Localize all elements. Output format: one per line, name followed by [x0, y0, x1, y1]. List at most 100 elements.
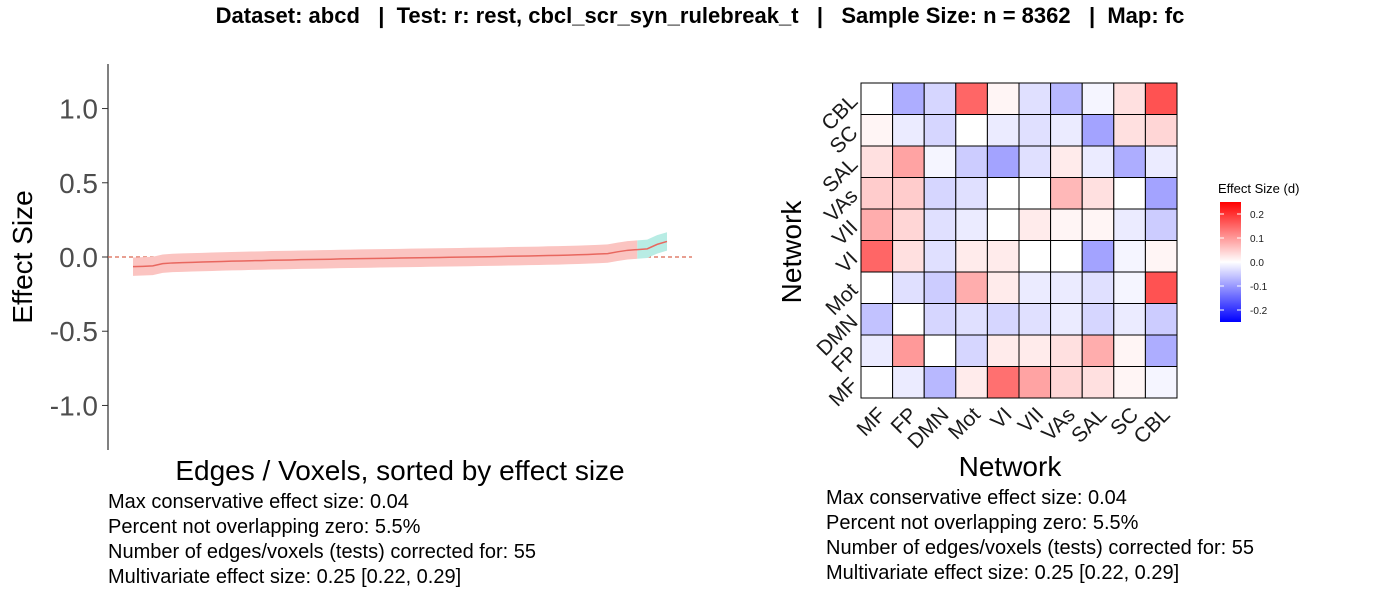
heatmap-cell — [986, 303, 1020, 336]
heatmap-cell — [1050, 366, 1083, 399]
heatmap-cell — [860, 366, 894, 399]
heatmap-cell — [1144, 114, 1178, 147]
heatmap-cell — [1050, 334, 1083, 367]
heatmap-cell — [860, 114, 894, 147]
heatmap-cell — [1081, 366, 1115, 399]
heatmap-cell — [923, 208, 957, 241]
heatmap-cell — [955, 303, 988, 336]
heatmap-cell — [923, 334, 957, 367]
heatmap-cell — [892, 82, 925, 115]
heatmap-cell — [1113, 366, 1146, 399]
heatmap-cell — [955, 145, 988, 178]
heatmap-cell — [986, 82, 1020, 115]
heatmap-cell — [860, 145, 894, 178]
heatmap-y-tick-label: Mot — [821, 279, 862, 320]
heatmap-cell — [1081, 82, 1115, 115]
page-title: Dataset: abcd | Test: r: rest, cbcl_scr_… — [215, 3, 1185, 28]
heatmap-cell — [955, 82, 988, 115]
heatmap-cell — [955, 114, 988, 147]
heatmap-cell — [1113, 114, 1146, 147]
heatmap-cell — [892, 366, 925, 399]
heatmap-cell — [1018, 271, 1052, 304]
y-axis-label: Effect Size — [7, 190, 38, 323]
y-tick-label: 0.0 — [59, 242, 98, 273]
heatmap-x-tick-label: MF — [853, 403, 891, 441]
heatmap-cell — [860, 177, 894, 210]
heatmap-y-tick-label: MF — [825, 373, 863, 411]
heatmap-cell — [860, 303, 894, 336]
heatmap-cell — [892, 145, 925, 178]
heatmap-cell — [1050, 271, 1083, 304]
heatmap-x-tick-label: Mot — [944, 403, 985, 444]
heatmap-cell — [1018, 240, 1052, 273]
heatmap-cell — [955, 240, 988, 273]
heatmap-cell — [923, 145, 957, 178]
heatmap-cell — [860, 334, 894, 367]
heatmap-cell — [923, 177, 957, 210]
heatmap-x-axis-label: Network — [959, 451, 1063, 482]
heatmap-cell — [1018, 114, 1052, 147]
heatmap-cell — [892, 303, 925, 336]
effect-size-line-chart: 1.0 0.5 0.0 -0.5 -1.0 Edges / Voxels, sorted… — [7, 64, 692, 486]
legend-tick-label: -0.1 — [1250, 282, 1268, 293]
heatmap-cell — [1113, 240, 1146, 273]
heatmap-y-tick-label: VAs — [820, 184, 862, 226]
y-axis-ticks: 1.0 0.5 0.0 -0.5 -1.0 — [50, 94, 108, 421]
heatmap-y-tick-label: CBL — [817, 90, 862, 135]
heatmap-cell — [955, 271, 988, 304]
heatmap-cell — [860, 240, 894, 273]
right-stat-multivariate: Multivariate effect size: 0.25 [0.22, 0.… — [826, 562, 1180, 584]
legend-colorbar — [1220, 202, 1241, 322]
heatmap-cell — [892, 177, 925, 210]
heatmap-cell — [1018, 366, 1052, 399]
legend-tick-label: -0.2 — [1250, 306, 1268, 317]
heatmap-cell — [1050, 240, 1083, 273]
heatmap-cell — [955, 208, 988, 241]
right-stats-panel: Max conservative effect size: 0.04 Perce… — [826, 486, 1254, 586]
heatmap-cell — [1144, 240, 1178, 273]
heatmap-cell — [955, 366, 988, 399]
y-tick-label: 0.5 — [59, 168, 98, 199]
heatmap-cell — [1050, 208, 1083, 241]
y-tick-label: 1.0 — [59, 94, 98, 125]
heatmap-cell — [1018, 208, 1052, 241]
heatmap-cell — [955, 177, 988, 210]
left-stat-max-conservative: Max conservative effect size: 0.04 — [108, 491, 409, 513]
ci-ribbon-not-overlapping-zero — [637, 232, 667, 259]
heatmap-x-tick-label: CBL — [1130, 403, 1175, 448]
heatmap-cell — [986, 366, 1020, 399]
heatmap-cell — [860, 82, 894, 115]
y-tick-label: -0.5 — [50, 316, 98, 347]
heatmap-x-tick-label: VI — [986, 403, 1016, 433]
heatmap-cell — [986, 114, 1020, 147]
heatmap-cell — [1050, 82, 1083, 115]
heatmap-cell — [1081, 145, 1115, 178]
heatmap-cell — [1144, 303, 1178, 336]
heatmap-cell — [923, 366, 957, 399]
heatmap-cell — [1081, 334, 1115, 367]
heatmap-cell — [923, 82, 957, 115]
heatmap-cell — [892, 271, 925, 304]
heatmap-cell — [1081, 271, 1115, 304]
right-stat-tests-corrected: Number of edges/voxels (tests) corrected… — [826, 537, 1254, 559]
heatmap-cell — [1144, 271, 1178, 304]
legend-tick-label: 0.0 — [1250, 258, 1264, 269]
heatmap-cell — [1018, 145, 1052, 178]
heatmap-cell — [923, 271, 957, 304]
heatmap-cell — [1113, 82, 1146, 115]
heatmap-cell — [1113, 145, 1146, 178]
heatmap-cell — [1144, 145, 1178, 178]
heatmap-cell — [986, 334, 1020, 367]
heatmap-cell — [1113, 208, 1146, 241]
heatmap-cell — [1113, 303, 1146, 336]
legend-tick-label: 0.2 — [1250, 210, 1264, 221]
heatmap-cell — [1144, 208, 1178, 241]
legend-title: Effect Size (d) — [1218, 181, 1299, 196]
legend-ticks: 0.2 0.1 0.0 -0.1 -0.2 — [1220, 210, 1268, 317]
left-stat-tests-corrected: Number of edges/voxels (tests) corrected… — [108, 541, 536, 563]
heatmap-cell — [986, 177, 1020, 210]
heatmap-cell — [1018, 82, 1052, 115]
heatmap-cell — [1081, 177, 1115, 210]
